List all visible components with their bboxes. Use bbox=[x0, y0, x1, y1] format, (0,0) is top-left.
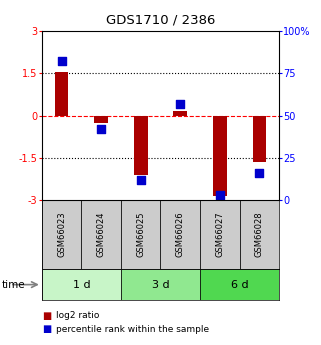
Bar bbox=[121, 200, 160, 269]
Bar bbox=[173, 111, 187, 116]
Bar bbox=[121, 269, 200, 300]
Bar bbox=[253, 116, 266, 162]
Point bbox=[59, 59, 64, 64]
Bar bbox=[94, 116, 108, 124]
Text: 3 d: 3 d bbox=[152, 280, 169, 289]
Text: percentile rank within the sample: percentile rank within the sample bbox=[56, 325, 209, 334]
Text: GSM66024: GSM66024 bbox=[97, 212, 106, 257]
Text: 6 d: 6 d bbox=[231, 280, 248, 289]
Bar bbox=[160, 200, 200, 269]
Text: GSM66028: GSM66028 bbox=[255, 212, 264, 257]
Bar bbox=[42, 269, 121, 300]
Text: ■: ■ bbox=[42, 325, 51, 334]
Point bbox=[257, 170, 262, 176]
Point bbox=[138, 177, 143, 183]
Text: log2 ratio: log2 ratio bbox=[56, 311, 100, 320]
Point bbox=[99, 126, 104, 132]
Bar bbox=[200, 269, 279, 300]
Bar bbox=[134, 116, 148, 175]
Bar bbox=[81, 200, 121, 269]
Bar bbox=[42, 200, 81, 269]
Text: GSM66023: GSM66023 bbox=[57, 212, 66, 257]
Text: GSM66026: GSM66026 bbox=[176, 212, 185, 257]
Bar bbox=[213, 116, 227, 196]
Point bbox=[217, 192, 222, 198]
Text: GSM66025: GSM66025 bbox=[136, 212, 145, 257]
Bar bbox=[55, 72, 68, 116]
Text: time: time bbox=[2, 280, 25, 289]
Text: 1 d: 1 d bbox=[73, 280, 90, 289]
Bar bbox=[240, 200, 279, 269]
Point bbox=[178, 101, 183, 107]
Text: GDS1710 / 2386: GDS1710 / 2386 bbox=[106, 14, 215, 27]
Bar bbox=[200, 200, 240, 269]
Text: ■: ■ bbox=[42, 311, 51, 321]
Text: GSM66027: GSM66027 bbox=[215, 212, 224, 257]
